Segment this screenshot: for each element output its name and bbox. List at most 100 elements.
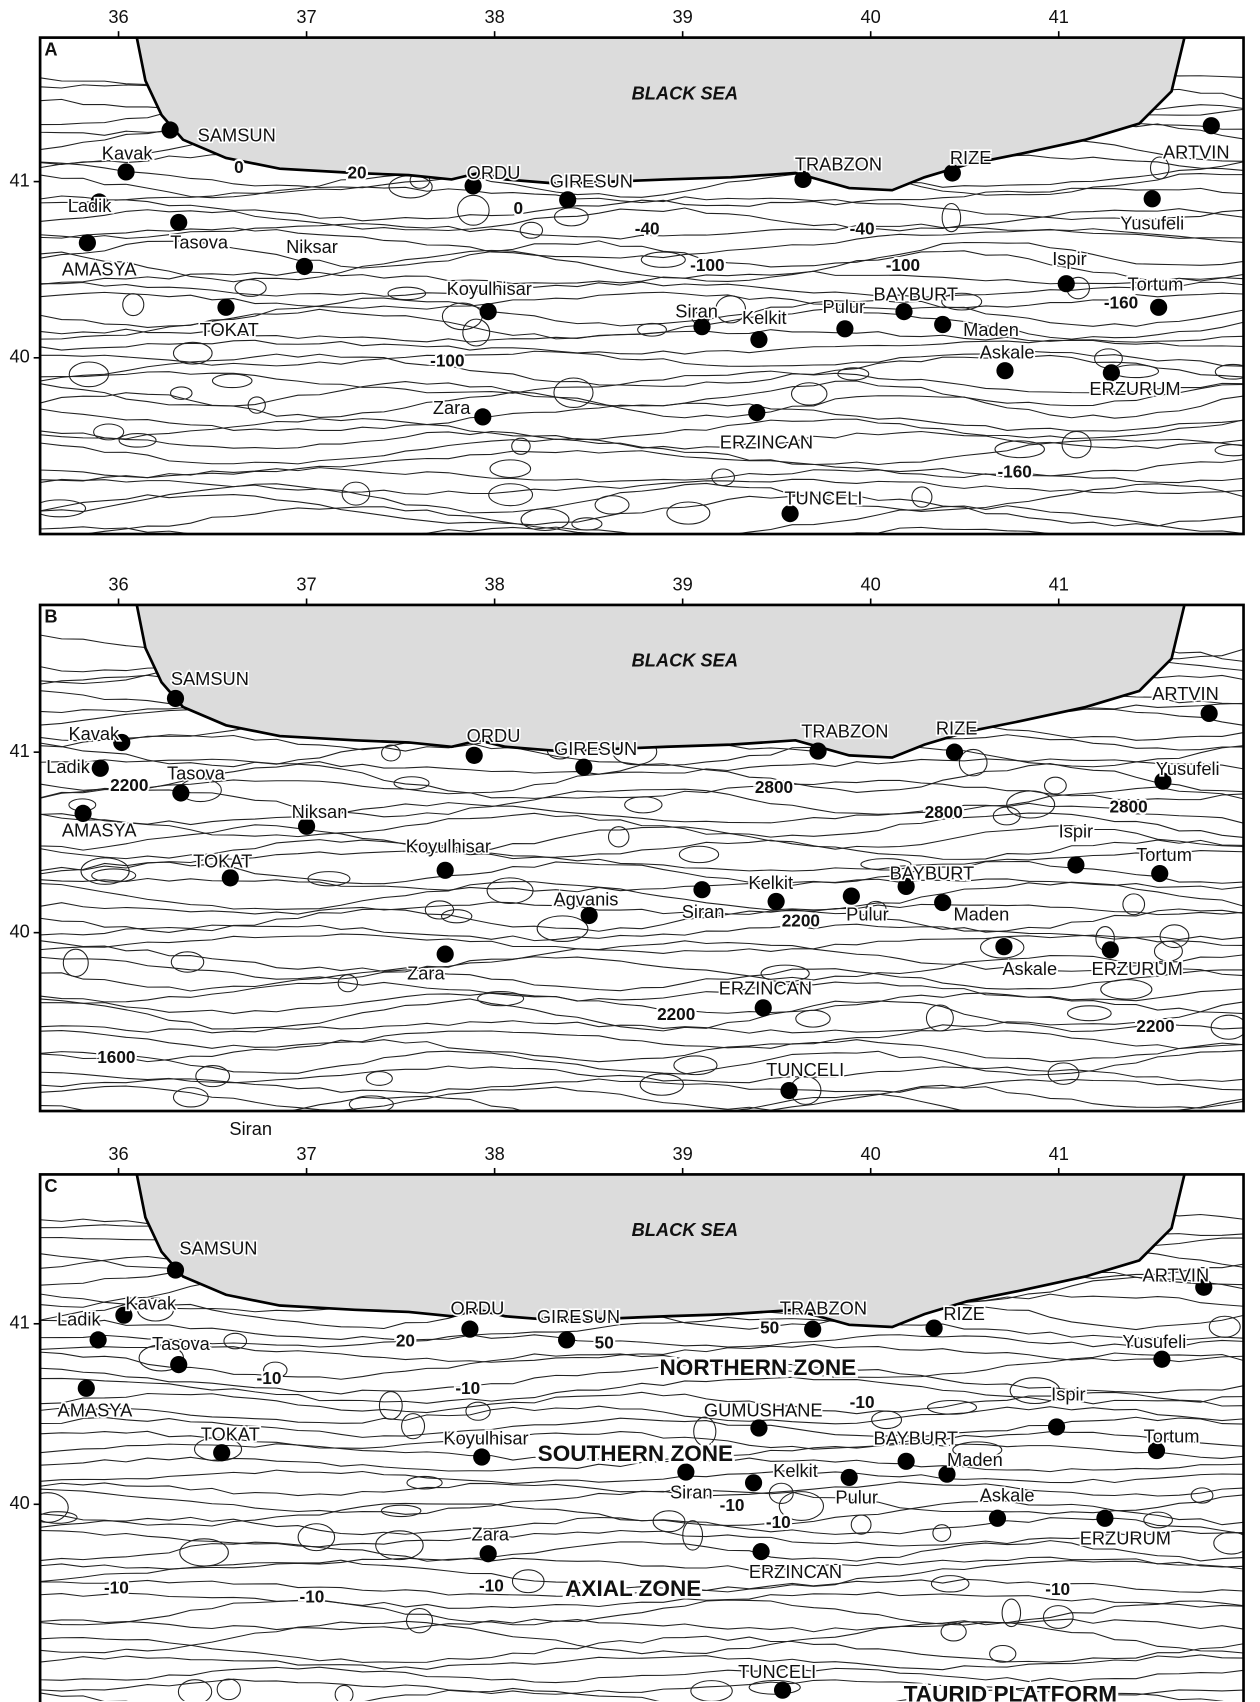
contour-label: -10	[766, 1512, 791, 1532]
city-dot	[92, 760, 109, 777]
stray-label: Siran	[229, 1118, 272, 1139]
city-dot	[217, 299, 234, 316]
city-label: SAMSUN	[179, 1237, 257, 1258]
city-label: ERZURUM	[1089, 378, 1180, 399]
lon-tick-label: 39	[672, 6, 692, 27]
city-dot	[167, 1261, 184, 1278]
city-dot	[437, 862, 454, 879]
city-dot	[780, 1082, 797, 1099]
city-label: Ladik	[46, 756, 91, 777]
lon-tick-label: 37	[296, 6, 316, 27]
sea-label: BLACK SEA	[632, 82, 738, 103]
contour-label: 0	[234, 157, 244, 177]
city-label: Kavak	[125, 1292, 177, 1313]
contour-label: 2800	[755, 777, 793, 797]
lon-tick-label: 40	[861, 6, 881, 27]
page: Siran ABLACK SEA3637383940414140SAMSUNKa…	[0, 0, 1260, 1702]
city-dot	[1203, 117, 1220, 134]
city-dot	[1067, 856, 1084, 873]
lon-tick-label: 40	[861, 1143, 881, 1164]
city-label: Yusufeli	[1156, 758, 1220, 779]
zone-label: AXIAL ZONE	[565, 1576, 701, 1601]
lon-tick-label: 38	[484, 6, 504, 27]
city-dot	[677, 1463, 694, 1480]
contour-label: -10	[455, 1378, 480, 1398]
city-dot	[1048, 1418, 1065, 1435]
contour-label: 2800	[925, 802, 963, 822]
city-dot	[750, 331, 767, 348]
city-label: Kavak	[68, 723, 120, 744]
lat-tick-label: 41	[10, 740, 30, 761]
city-label: AMASYA	[62, 259, 138, 280]
city-label: Maden	[947, 1449, 1003, 1470]
city-dot	[480, 303, 497, 320]
city-dot	[79, 234, 96, 251]
city-label: Tortum	[1128, 274, 1184, 295]
city-label: Siran	[670, 1481, 713, 1502]
city-label: ARTVIN	[1152, 683, 1219, 704]
city-dot	[774, 1682, 791, 1699]
city-dot	[296, 258, 313, 275]
lon-tick-label: 39	[672, 1143, 692, 1164]
contour-label: -10	[850, 1392, 875, 1412]
contour-label: -160	[1104, 293, 1138, 313]
contour-label: 2200	[782, 910, 820, 930]
city-dot	[480, 1545, 497, 1562]
city-label: Tortum	[1144, 1426, 1200, 1447]
city-label: Ladik	[68, 195, 113, 216]
city-label: ERZURUM	[1080, 1528, 1171, 1549]
contour-label: 20	[396, 1331, 415, 1351]
lon-tick-label: 38	[484, 573, 504, 594]
city-dot	[995, 938, 1012, 955]
city-label: Tasova	[167, 763, 226, 784]
contour-label: -100	[886, 255, 920, 275]
city-label: BAYBURT	[874, 1428, 959, 1449]
city-label: GIRESUN	[537, 1306, 620, 1327]
city-dot	[558, 1331, 575, 1348]
city-label: Niksar	[286, 236, 338, 257]
city-label: Kavak	[102, 143, 154, 164]
city-label: TOKAT	[200, 319, 259, 340]
zone-label: TAURID PLATFORM	[904, 1682, 1117, 1702]
contour-label: 2200	[110, 775, 148, 795]
city-label: ORDU	[467, 725, 521, 746]
city-label: ERZINCAN	[719, 977, 812, 998]
city-dot	[466, 747, 483, 764]
city-label: SAMSUN	[171, 668, 249, 689]
contour-label: -10	[1045, 1579, 1070, 1599]
city-label: BAYBURT	[890, 862, 975, 883]
city-dot	[1201, 705, 1218, 722]
lon-tick-label: 41	[1049, 1143, 1069, 1164]
city-dot	[78, 1380, 95, 1397]
city-dot	[898, 1453, 915, 1470]
city-dot	[809, 742, 826, 759]
contour-label: 2800	[1109, 797, 1147, 817]
city-label: Ispir	[1052, 248, 1086, 269]
city-label: Maden	[963, 319, 1019, 340]
city-label: ORDU	[467, 162, 521, 183]
city-label: Koyulhisar	[443, 1428, 528, 1449]
city-label: TUNCELI	[738, 1661, 816, 1682]
city-label: Tasova	[152, 1333, 211, 1354]
contour-label: 2200	[657, 1004, 695, 1024]
city-label: Pulur	[823, 296, 866, 317]
city-dot	[474, 408, 491, 425]
city-dot	[172, 784, 189, 801]
contour-label: -100	[430, 351, 464, 371]
city-label: Maden	[953, 903, 1009, 924]
city-label: BAYBURT	[874, 283, 959, 304]
city-label: Siran	[682, 901, 725, 922]
city-label: ORDU	[451, 1298, 505, 1319]
panel-letter: A	[44, 38, 57, 59]
city-label: Tortum	[1136, 844, 1192, 865]
city-label: ARTVIN	[1143, 1264, 1210, 1285]
city-dot	[843, 888, 860, 905]
city-label: RIZE	[950, 147, 992, 168]
contour-label: -10	[479, 1576, 504, 1596]
panel-letter: B	[44, 606, 57, 627]
city-label: RIZE	[943, 1303, 985, 1324]
city-dot	[750, 1419, 767, 1436]
city-dot	[752, 1543, 769, 1560]
city-label: GIRESUN	[550, 170, 633, 191]
contour-label: -40	[850, 218, 875, 238]
